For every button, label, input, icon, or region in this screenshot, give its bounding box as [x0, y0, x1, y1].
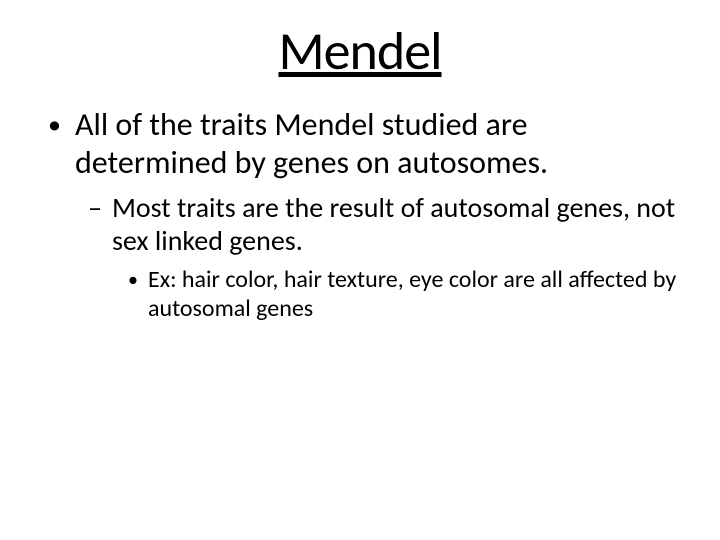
bullet-marker-l2: – — [88, 191, 102, 225]
bullet-marker-l3: • — [128, 266, 138, 294]
bullet-level-1: • All of the traits Mendel studied are d… — [40, 106, 680, 183]
bullet-level-2: – Most traits are the result of autosoma… — [88, 191, 680, 258]
bullet-marker-l1: • — [48, 106, 61, 142]
bullet-level-3: • Ex: hair color, hair texture, eye colo… — [128, 266, 680, 324]
slide-container: Mendel • All of the traits Mendel studie… — [0, 0, 720, 540]
bullet-text-l2: Most traits are the result of autosomal … — [112, 191, 680, 258]
bullet-text-l1: All of the traits Mendel studied are det… — [75, 106, 680, 183]
bullet-text-l3: Ex: hair color, hair texture, eye color … — [148, 266, 680, 324]
slide-title: Mendel — [40, 18, 680, 84]
